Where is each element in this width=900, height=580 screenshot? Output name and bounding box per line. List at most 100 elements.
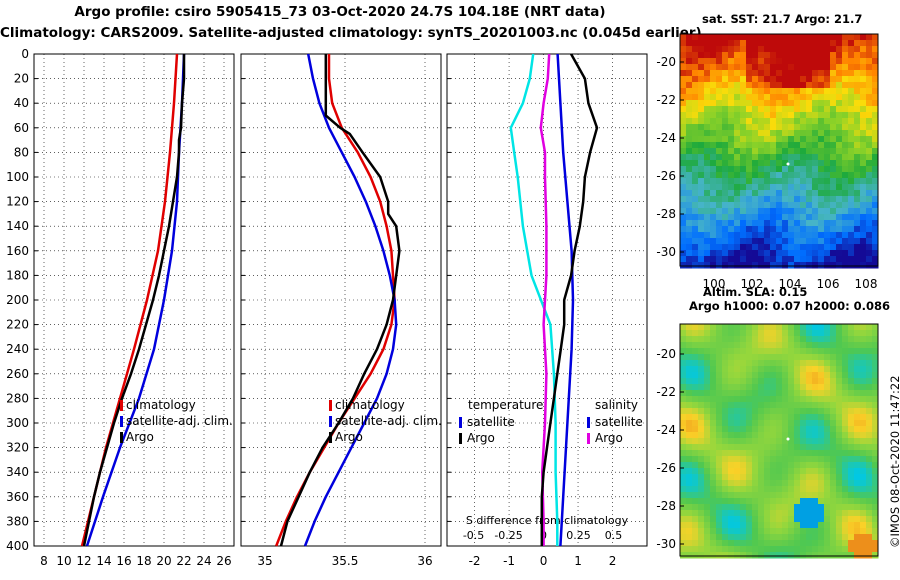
sla-map-cell [806,480,813,487]
sst-map-cell [698,184,705,191]
sst-map-cell [806,136,813,143]
sst-map-cell [722,130,729,137]
sla-map-cell [872,474,879,481]
sla-map-cell [812,486,819,493]
sst-map-cell [806,238,813,245]
sla-map-cell [776,444,783,451]
sla-map-cell [794,432,801,439]
sla-map-cell [686,414,693,421]
sst-map-cell [842,40,849,47]
sla-map-cell [866,534,873,541]
sla-map-cell [788,366,795,373]
sst-map-cell [680,136,687,143]
sla-map-cell [830,360,837,367]
sla-map-cell [806,486,813,493]
sla-map-cell [770,372,777,379]
sst-map-cell [716,256,723,263]
sla-map-cell [842,444,849,451]
sla-map-cell [698,354,705,361]
sst-map-cell [836,148,843,155]
sla-map-cell [740,504,747,511]
sst-map-cell [788,148,795,155]
sla-map-cell [764,390,771,397]
sst-map-cell [800,94,807,101]
sst-map-cell [752,238,759,245]
sla-map-cell [818,390,825,397]
sla-map-cell [860,486,867,493]
sst-map-cell [734,262,741,269]
sst-map-cell [728,88,735,95]
sla-map-cell [740,444,747,451]
sla-map-cell [740,528,747,535]
legend-label: Argo [467,431,495,445]
sst-map-cell [824,244,831,251]
sst-map-cell [854,142,861,149]
sla-map-cell [728,324,735,331]
sst-map-cell [740,220,747,227]
sst-map-cell [794,142,801,149]
sst-map-cell [752,46,759,53]
sla-map-cell [722,420,729,427]
sst-map-frame [679,33,879,267]
sst-map-cell [758,52,765,59]
sst-map-cell [824,46,831,53]
sst-map-cell [818,226,825,233]
sla-map-cell [752,450,759,457]
sst-map-cell [800,184,807,191]
sla-map-cell [686,510,693,517]
sla-map-cell [806,360,813,367]
sst-map-cell [806,58,813,65]
sst-map-cell [866,166,873,173]
sla-map-cell [722,366,729,373]
sst-map-cell [716,94,723,101]
sla-map-cell [680,438,687,445]
diff-sal-tick-label: 0.5 [605,529,623,542]
sla-map-cell [788,330,795,337]
sst-map-cell [788,166,795,173]
sla-map-cell [740,336,747,343]
sla-map-cell [854,486,861,493]
sla-map-cell [788,528,795,535]
sst-map-cell [788,196,795,203]
sla-map-cell [698,468,705,475]
sst-map-cell [740,118,747,125]
depth-tick-label: 200 [6,293,29,307]
legend-swatch [587,433,590,444]
sst-map-cell [710,160,717,167]
sst-map-cell [734,256,741,263]
sst-map-cell [722,232,729,239]
sst-map-cell [740,196,747,203]
sst-map-cell [746,208,753,215]
sla-map-cell [830,420,837,427]
sst-map-cell [800,118,807,125]
sst-map-cell [716,136,723,143]
sla-map-cell [710,492,717,499]
sst-map-cell [854,256,861,263]
sst-map-cell [812,106,819,113]
sla-map-cell [716,408,723,415]
title-line-1: Argo profile: csiro 5905415_73 03-Oct-20… [74,4,606,20]
sst-map-cell [680,262,687,269]
sla-map-cell [860,450,867,457]
sst-map-cell [770,124,777,131]
sla-map-cell [728,444,735,451]
sla-map-cell [758,492,765,499]
sst-map-cell [842,46,849,53]
sla-map-cell [842,366,849,373]
sla-map-cell [746,420,753,427]
sla-map-cell [836,450,843,457]
sst-map-cell [710,70,717,77]
sla-map-cell [704,474,711,481]
sst-map-cell [794,118,801,125]
diff-sal-tick-label: 0.25 [566,529,591,542]
sla-map-cell [722,522,729,529]
sst-map-cell [758,88,765,95]
sst-map-cell [764,118,771,125]
sla-map-cell [800,360,807,367]
sla-map-cell [764,360,771,367]
sst-map-cell [746,64,753,71]
sla-map-cell [764,504,771,511]
sla-map-cell [686,324,693,331]
sla-map-cell [776,420,783,427]
sla-map-cell [740,534,747,541]
